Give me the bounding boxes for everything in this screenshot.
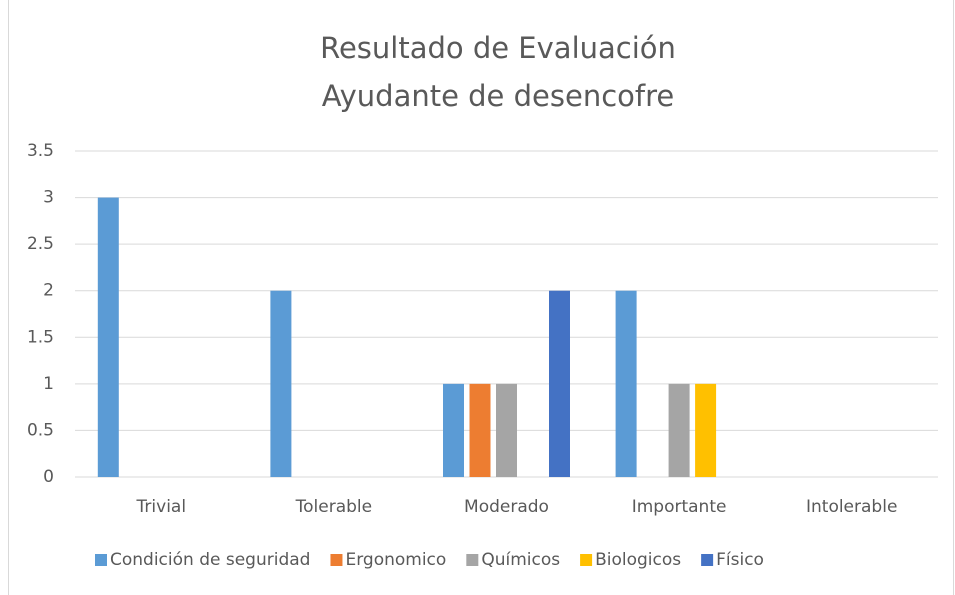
x-tick-label: Trivial — [136, 497, 187, 517]
legend-label: Biologicos — [595, 550, 681, 570]
bar — [496, 383, 517, 477]
bar — [270, 290, 292, 477]
y-tick-label: 0 — [43, 467, 54, 487]
x-tick-label: Intolerable — [806, 497, 897, 517]
legend-swatch — [95, 554, 107, 566]
legend-label: Físico — [716, 550, 764, 570]
y-tick-label: 3.5 — [27, 141, 54, 161]
x-tick-label: Moderado — [464, 497, 549, 517]
legend-label: Condición de seguridad — [110, 550, 310, 570]
legend-label: Ergonomico — [345, 550, 446, 570]
bar — [549, 290, 570, 477]
legend-swatch — [580, 554, 593, 566]
legend-swatch — [466, 554, 479, 566]
chart-title: Resultado de Evaluación — [320, 31, 676, 65]
legend-label: Químicos — [481, 550, 560, 570]
legend-swatch — [701, 554, 714, 566]
chart-title: Ayudante de desencofre — [322, 79, 674, 113]
x-tick-label: Importante — [632, 497, 727, 517]
y-tick-label: 2.5 — [27, 234, 54, 254]
y-tick-label: 1 — [43, 374, 54, 394]
legend-swatch — [330, 554, 343, 566]
y-tick-label: 3 — [43, 188, 54, 208]
y-tick-label: 2 — [43, 281, 54, 301]
bar — [695, 383, 717, 477]
chart-frame — [8, 0, 954, 595]
y-tick-label: 1.5 — [27, 327, 54, 347]
bar — [615, 290, 637, 477]
bar — [469, 383, 491, 477]
x-tick-label: Tolerable — [295, 497, 372, 517]
bar — [443, 383, 464, 477]
bar — [97, 197, 119, 478]
bar — [668, 383, 690, 477]
y-tick-label: 0.5 — [27, 420, 54, 440]
